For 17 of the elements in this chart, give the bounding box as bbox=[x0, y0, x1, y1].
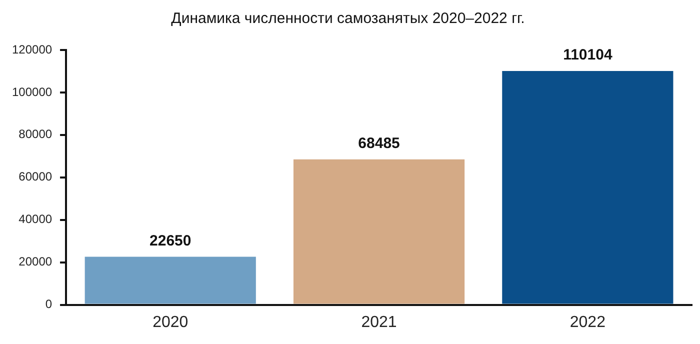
x-tick-label: 2021 bbox=[361, 314, 397, 331]
bar bbox=[84, 256, 256, 304]
y-tick-label: 80000 bbox=[18, 127, 52, 142]
bar bbox=[502, 71, 674, 304]
data-label: 22650 bbox=[150, 232, 192, 250]
y-tick-label: 0 bbox=[45, 297, 52, 312]
data-label: 68485 bbox=[358, 135, 400, 152]
x-tick-label: 2022 bbox=[570, 314, 606, 331]
y-tick-label: 20000 bbox=[18, 254, 52, 269]
y-tick-label: 40000 bbox=[18, 212, 52, 226]
data-label: 110104 bbox=[563, 46, 613, 64]
y-tick-label: 100000 bbox=[12, 84, 52, 99]
chart-title: Динамика численности самозанятых 2020–2022 гг. bbox=[171, 10, 525, 28]
y-tick-label: 60000 bbox=[18, 170, 52, 184]
x-tick-label: 2020 bbox=[152, 314, 188, 331]
y-tick-label: 120000 bbox=[12, 42, 52, 56]
bar bbox=[293, 159, 465, 304]
